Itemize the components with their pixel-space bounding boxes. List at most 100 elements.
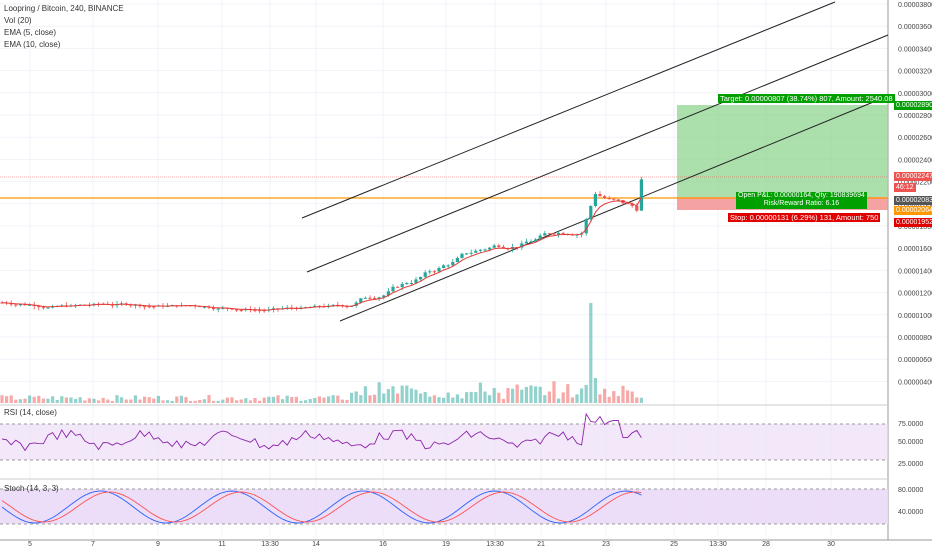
volume-bar xyxy=(455,394,459,403)
candle-body xyxy=(396,286,400,288)
candle-body xyxy=(331,304,335,306)
candle-body xyxy=(423,272,427,277)
volume-bar xyxy=(83,400,87,403)
candle-body xyxy=(603,196,607,199)
rsi-legend[interactable]: RSI (14, close) xyxy=(4,408,57,417)
candle-body xyxy=(446,265,450,267)
candle-body xyxy=(469,252,473,254)
ema10-legend[interactable]: EMA (10, close) xyxy=(4,40,61,49)
candle-body xyxy=(492,245,496,248)
volume-bar xyxy=(166,400,170,403)
volume-bar xyxy=(492,388,496,403)
volume-bar xyxy=(345,399,349,403)
target-label[interactable]: Target: 0.00000807 (38.74%) 807, Amount:… xyxy=(718,94,895,103)
volume-bar xyxy=(198,399,202,403)
stoch-pane[interactable] xyxy=(0,488,888,525)
volume-bar xyxy=(580,388,584,403)
volume-bar xyxy=(207,395,211,403)
candle-body xyxy=(639,179,643,211)
volume-bar xyxy=(14,399,18,403)
volume-bar xyxy=(593,378,597,403)
symbol-title[interactable]: Loopring / Bitcoin, 240, BINANCE xyxy=(4,4,124,13)
volume-bar xyxy=(212,400,216,403)
volume-bar xyxy=(41,398,45,403)
volume-bar xyxy=(124,399,128,403)
volume-bar xyxy=(515,384,519,403)
stoch-legend[interactable]: Stoch (14, 3, 3) xyxy=(4,484,59,493)
rsi-pane[interactable] xyxy=(0,412,888,461)
ema-line-path xyxy=(1,196,642,311)
time-tick-label: 13:30 xyxy=(709,541,727,548)
time-tick-label: 28 xyxy=(762,541,770,548)
volume-bar xyxy=(115,395,119,403)
volume-bar xyxy=(189,400,193,403)
candle-body xyxy=(626,203,630,205)
stoch-tick-label: 40.0000 xyxy=(898,509,923,516)
candle-body xyxy=(239,310,243,312)
volume-bar xyxy=(64,397,68,403)
candle-body xyxy=(373,297,377,299)
candle-body xyxy=(635,205,639,211)
candle-body xyxy=(497,245,501,247)
candle-body xyxy=(612,198,616,200)
volume-bar xyxy=(97,400,101,403)
candle-body xyxy=(258,310,262,312)
volume-bar xyxy=(561,392,565,403)
candle-body xyxy=(386,291,390,296)
volume-bar xyxy=(322,397,326,403)
volume-bar xyxy=(175,396,179,403)
candle-body xyxy=(478,249,482,251)
channel-lower xyxy=(339,95,889,322)
candle-body xyxy=(212,307,216,310)
ema5-legend[interactable]: EMA (5, close) xyxy=(4,28,57,37)
volume-bar xyxy=(635,397,639,403)
entry-price-tag: 0.00002083 xyxy=(894,196,932,205)
trend-channel[interactable] xyxy=(301,1,889,322)
volume-bar xyxy=(327,396,331,403)
volume-bar xyxy=(276,395,280,403)
candle-body xyxy=(547,233,551,235)
volume-legend[interactable]: Vol (20) xyxy=(4,16,32,25)
candle-body xyxy=(455,257,459,262)
rsi-band xyxy=(0,424,888,460)
volume-bar xyxy=(451,397,455,403)
rsi-tick-label: 25.0000 xyxy=(898,461,923,468)
volume-bar xyxy=(405,385,409,403)
time-tick-label: 25 xyxy=(670,541,678,548)
volume-bar xyxy=(460,398,464,403)
candle-body xyxy=(202,306,206,308)
candle-body xyxy=(557,232,561,235)
volume-bar xyxy=(469,391,473,403)
candle-body xyxy=(23,304,27,306)
volume-bar xyxy=(46,398,50,403)
candle-body xyxy=(152,306,156,308)
pnl-label[interactable]: Open P&L: 0.00000164, Qty: 190839694 Ris… xyxy=(736,192,867,209)
candle-body xyxy=(561,232,565,234)
time-tick-label: 5 xyxy=(28,541,32,548)
volume-bar xyxy=(354,391,358,403)
volume-bar xyxy=(143,396,147,403)
volume-bar xyxy=(267,396,271,403)
time-axis[interactable]: 5 7 9 11 13:30 14 16 19 13:30 21 23 25 13:30 28 30 xyxy=(28,541,835,548)
volume-bar xyxy=(147,397,151,403)
volume-bar xyxy=(235,400,239,403)
candle-body xyxy=(262,310,266,312)
volume-bar xyxy=(230,397,234,403)
volume-bar xyxy=(92,398,96,403)
volume-bar xyxy=(133,395,137,403)
volume-bar xyxy=(547,391,551,403)
price-tick-label: 0.00001000 xyxy=(898,313,932,320)
time-tick-label: 7 xyxy=(91,541,95,548)
candle-body xyxy=(474,250,478,253)
stop-label[interactable]: Stop: 0.00000131 (6.29%) 131, Amount: 75… xyxy=(728,213,881,222)
volume-bar xyxy=(363,386,367,403)
volume-bar xyxy=(253,398,257,403)
volume-bar xyxy=(570,397,574,403)
candle-body xyxy=(359,298,363,303)
volume-bar xyxy=(538,386,542,403)
price-axis[interactable]: 0.00003800 0.00003600 0.00003400 0.00003200… xyxy=(898,2,932,516)
volume-bar xyxy=(639,397,643,403)
volume-bar xyxy=(478,382,482,403)
candle-body xyxy=(216,308,220,310)
